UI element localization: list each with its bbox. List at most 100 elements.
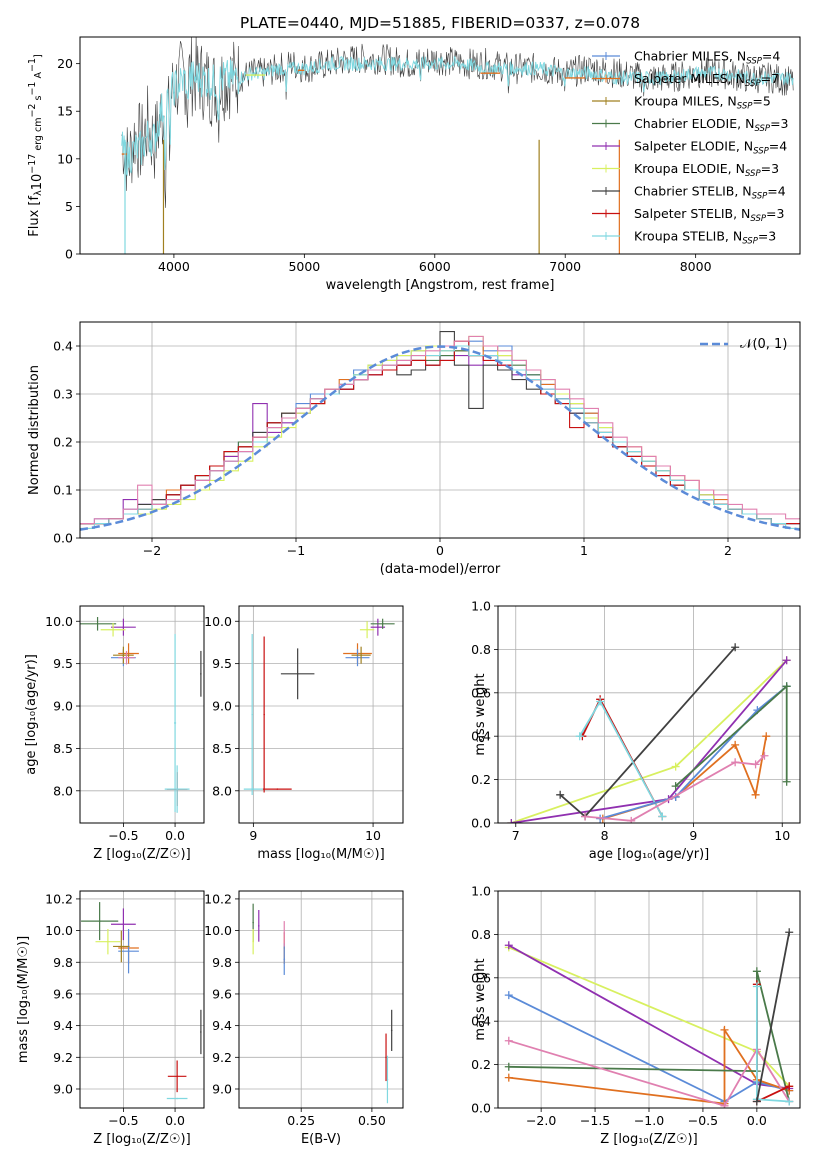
legend-label-main: Kroupa MILES, N (634, 94, 737, 109)
y-axis-label: Flux [fλ10−17 erg cm−2 s−1 A−1] (27, 54, 45, 236)
y-tick-label: 9.0 (212, 1081, 232, 1096)
data-point (257, 925, 260, 927)
weight-marker (731, 740, 740, 749)
data-point (252, 940, 254, 943)
y-axis-label-part: Flux [f (27, 196, 42, 237)
legend-label: Salpeter MILES, NSSP=7 (634, 71, 779, 89)
legend-label-tail: =4 (762, 49, 780, 64)
axes-frame (238, 605, 404, 824)
data-point (200, 1031, 202, 1033)
legend-label-tail: =3 (770, 116, 788, 131)
y-axis-label-part: −1 (27, 58, 38, 72)
legend-label-sub: SSP (742, 237, 758, 247)
data-point (122, 626, 125, 628)
weight-marker (752, 967, 761, 976)
weight-marker (504, 991, 513, 1000)
plot-area-spectrum (121, 37, 794, 254)
y-tick-label: 0.4 (53, 339, 73, 354)
data-point (252, 921, 254, 924)
data-point (377, 626, 379, 628)
x-tick-label: 9 (249, 828, 257, 843)
data-point (127, 652, 130, 655)
weight-marker (671, 762, 680, 771)
plot-area-residuals (80, 331, 800, 531)
x-tick-label: 0 (436, 543, 444, 558)
weight-marker (752, 982, 761, 991)
axes-frame (497, 605, 801, 824)
data-point (386, 1078, 389, 1081)
weight-marker (785, 1097, 794, 1106)
x-axis-label: Z [log₁₀(Z/Z☉)] (93, 1132, 190, 1147)
data-point (107, 940, 109, 943)
figure-title: PLATE=0440, MJD=51885, FIBERID=0337, z=0… (240, 14, 640, 32)
legend-label-sub: SSP (745, 169, 761, 179)
data-point (98, 920, 101, 922)
weight-marker (731, 758, 740, 767)
chart-age_vs_mass: 9 10 8.0 8.5 9.0 9.5 10.0 mass [log₁₀(M/M☉)] (204, 605, 404, 862)
weight-marker (785, 1082, 794, 1091)
y-tick-label: 1.0 (471, 884, 491, 899)
legend-label-main: Salpeter STELIB, N (634, 206, 750, 221)
x-tick-label: 0.0 (165, 828, 185, 843)
y-tick-label: 9.0 (53, 699, 73, 714)
y-tick-label: 8.0 (212, 783, 232, 798)
weight-marker (720, 1101, 729, 1108)
legend-label-sub: SSP (746, 57, 762, 67)
plot-area-age_vs_mass (243, 618, 395, 796)
y-tick-label: 5 (65, 199, 73, 214)
weight-marker (731, 643, 740, 652)
chart-age_vs_Z: −0.5 0.0 8.0 8.5 9.0 9.5 10.0 Z [log₁₀(Z/Z☉)] ag… (24, 605, 205, 862)
y-tick-label: 15 (57, 104, 73, 119)
data-point (176, 1097, 178, 1100)
y-tick-label: 9.6 (53, 986, 73, 1001)
x-tick-label: −1.5 (580, 1113, 610, 1128)
data-point (283, 958, 286, 960)
y-tick-label: 1.0 (471, 599, 491, 614)
x-tick-label: 4000 (158, 259, 190, 274)
data-point (174, 722, 176, 724)
legend-label-tail: =3 (758, 229, 776, 244)
data-point (176, 788, 178, 790)
y-tick-label: 0.4 (471, 729, 491, 744)
y-tick-label: 10.0 (204, 923, 232, 938)
weight-marker (752, 1097, 761, 1106)
weight-marker (504, 941, 513, 950)
data-point (252, 788, 255, 790)
legend-label: Salpeter STELIB, NSSP=3 (634, 206, 784, 224)
legend-label: Chabrier ELODIE, NSSP=3 (634, 116, 789, 134)
data-point (122, 654, 125, 656)
y-tick-label: 10.0 (45, 923, 73, 938)
y-axis-label: Normed distribution (27, 365, 42, 495)
legend-label: Kroupa ELODIE, NSSP=3 (634, 161, 779, 179)
y-tick-label: 0 (65, 247, 73, 262)
x-tick-label: −0.5 (688, 1113, 718, 1128)
y-tick-label: 0.4 (471, 1014, 491, 1029)
weight-marker (760, 751, 769, 760)
legend-label-main: Kroupa STELIB, N (634, 229, 742, 244)
legend-label-tail: =4 (769, 139, 787, 154)
x-tick-label: 7 (512, 828, 520, 843)
y-axis-label-part: ] (33, 54, 44, 58)
spectrum-line-0 (121, 37, 794, 208)
legend-label-main: Salpeter MILES, N (634, 71, 745, 86)
y-tick-label: 0.8 (471, 927, 491, 942)
y-tick-label: 0.3 (53, 387, 73, 402)
x-tick-label: 0.0 (165, 1113, 185, 1128)
x-tick-label: 0.25 (287, 1113, 315, 1128)
x-tick-label: 0.0 (747, 1113, 767, 1128)
legend-label-tail: =3 (761, 161, 779, 176)
x-tick-label: −0.5 (108, 1113, 138, 1128)
chart-mass_vs_Z: −0.5 0.0 9.0 9.2 9.4 9.6 9.8 10.0 10.2 Z [log₁₀(Z… (16, 890, 205, 1147)
weight-line-5 (508, 1039, 790, 1107)
weight-marker (504, 1073, 513, 1082)
y-tick-label: 0.0 (471, 816, 491, 831)
y-tick-label: 9.8 (53, 955, 73, 970)
y-tick-label: 10.2 (45, 891, 73, 906)
y-axis-label-part: erg cm (33, 118, 44, 154)
y-tick-label: 8.0 (53, 783, 73, 798)
axes-frame (79, 321, 801, 539)
chart-mass_vs_EBV: 0.25 0.50 9.0 9.2 9.4 9.6 9.8 10.0 10.2 E(B-V) (204, 890, 404, 1147)
data-point (385, 1056, 387, 1059)
